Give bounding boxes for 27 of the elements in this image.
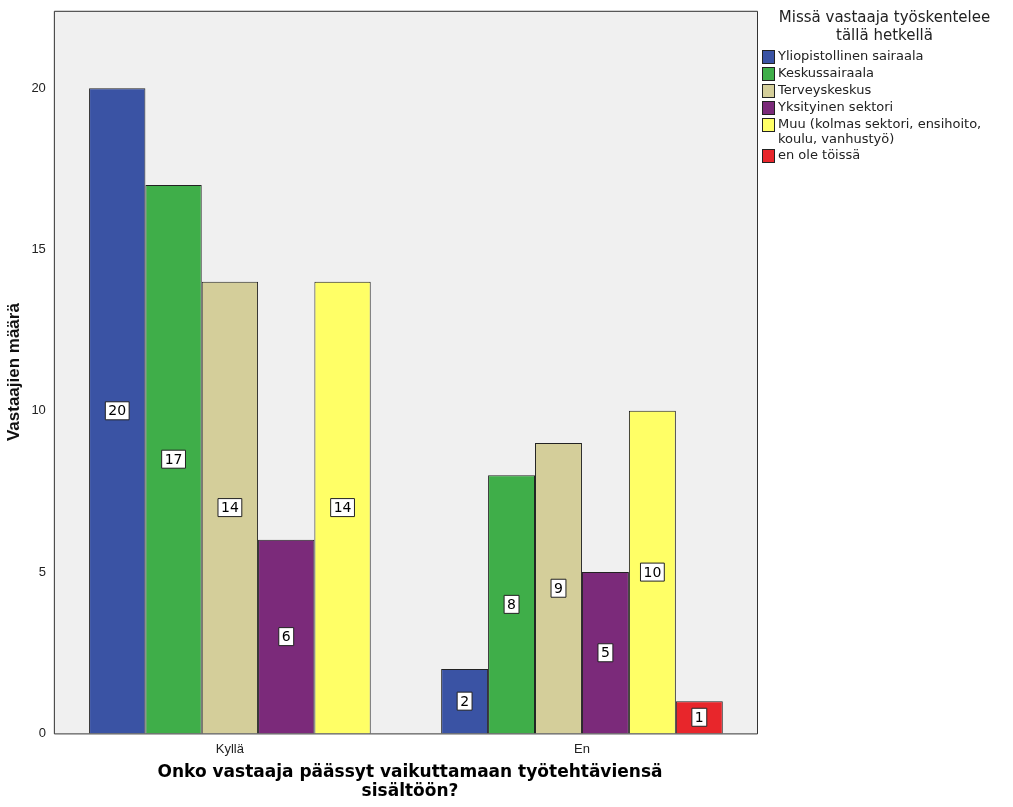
legend-title: Missä vastaaja työskentelee tällä hetkellä: [777, 8, 992, 44]
y-tick-label: 10: [31, 402, 46, 418]
x-tick-label: Kyllä: [215, 740, 245, 756]
data-label: 6: [281, 628, 291, 645]
legend-label: Yliopistollinen sairaala: [778, 48, 924, 63]
x-axis-title: Onko vastaaja päässyt vaikuttamaan työtehtäviensä sisältöön?: [156, 761, 664, 800]
y-tick-label: 0: [38, 724, 46, 740]
legend-label: Yksityinen sektori: [778, 99, 894, 114]
data-label: 17: [164, 450, 183, 467]
data-label: 10: [643, 563, 662, 580]
data-label: 2: [460, 692, 470, 709]
y-tick-label: 5: [38, 563, 46, 579]
data-label: 14: [333, 499, 352, 516]
y-axis-title: Vastaajien määrä: [3, 302, 23, 442]
data-label: 8: [507, 596, 517, 612]
y-tick-label: 20: [31, 79, 46, 95]
data-label: 9: [554, 579, 563, 596]
data-label: 20: [108, 402, 127, 419]
legend-label: Muu (kolmas sektori, ensihoito, koulu, vanhustyö): [778, 116, 983, 146]
data-label: 1: [694, 708, 704, 725]
data-label: 14: [220, 499, 239, 516]
x-tick-label: En: [574, 740, 590, 756]
legend-label: Terveyskeskus: [778, 82, 872, 97]
y-tick-label: 15: [31, 241, 46, 257]
legend-label: Keskussairaala: [778, 65, 874, 80]
legend-label: en ole töissä: [778, 147, 861, 162]
data-label: 5: [600, 644, 610, 661]
